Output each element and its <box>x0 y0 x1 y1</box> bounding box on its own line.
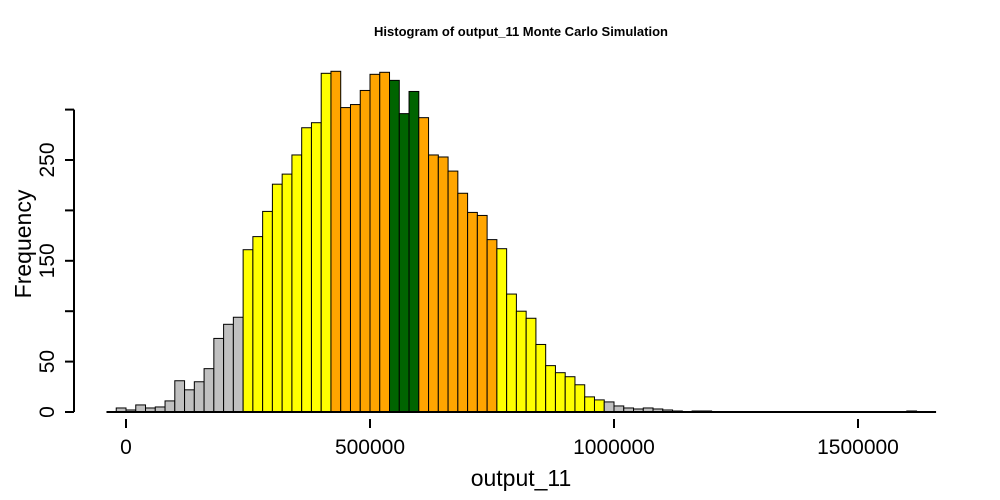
histogram-bar <box>554 372 566 413</box>
histogram-bar <box>564 376 576 413</box>
histogram-bar <box>213 337 225 413</box>
histogram-bar <box>223 323 234 413</box>
histogram-bar <box>184 389 195 413</box>
histogram-bar <box>242 249 254 413</box>
x-tick-label: 1000000 <box>573 436 655 459</box>
histogram-bar <box>310 122 322 413</box>
histogram-bar <box>603 401 615 413</box>
histogram-bar <box>535 343 547 413</box>
histogram-bar <box>389 79 400 413</box>
histogram-bar <box>359 89 371 413</box>
histogram-bar <box>291 154 303 413</box>
y-axis-label: Frequency <box>10 189 36 298</box>
y-tick-label: 0 <box>36 406 59 418</box>
histogram-bar <box>340 107 351 413</box>
y-tick-label: 250 <box>36 142 59 177</box>
bars-group <box>115 70 918 413</box>
histogram-bar <box>574 384 586 413</box>
histogram-bar <box>252 236 264 413</box>
x-tick-label: 1500000 <box>817 436 899 459</box>
histogram-bar <box>281 173 293 413</box>
chart-title: Histogram of output_11 Monte Carlo Simul… <box>374 24 668 39</box>
histogram-bar <box>545 365 556 413</box>
histogram-bar <box>584 396 595 413</box>
x-axis: 0 500000 1000000 1500000 <box>106 411 937 459</box>
histogram-bar <box>379 71 391 413</box>
histogram-bar <box>398 113 410 413</box>
histogram-bar <box>486 239 498 413</box>
histogram-bar <box>164 400 176 413</box>
histogram-bar <box>418 117 430 413</box>
histogram-bar <box>174 380 186 413</box>
histogram-bar <box>135 404 147 413</box>
histogram-bar <box>301 127 312 413</box>
histogram-bar <box>369 73 381 413</box>
histogram-bar <box>457 192 469 413</box>
histogram-bar <box>496 248 508 413</box>
histogram-bar <box>525 317 537 413</box>
x-tick-label: 500000 <box>335 436 405 459</box>
histogram-bar <box>203 368 215 413</box>
histogram-bar <box>408 90 420 413</box>
histogram-bar <box>320 72 332 413</box>
histogram-bar <box>428 154 439 413</box>
histogram-bar <box>262 210 273 413</box>
histogram-bar <box>330 70 342 413</box>
histogram-bar <box>506 293 517 413</box>
histogram-bar <box>593 399 605 413</box>
histogram-bar <box>271 183 283 413</box>
y-tick-label: 50 <box>36 350 59 373</box>
histogram-bar <box>447 170 459 413</box>
histogram-bar <box>349 104 361 413</box>
histogram-bar <box>437 156 449 413</box>
histogram-bar <box>232 316 244 413</box>
histogram-bar <box>193 381 205 413</box>
x-tick-label: 0 <box>120 436 132 459</box>
histogram-bar <box>515 310 527 413</box>
histogram-bar <box>476 214 488 413</box>
y-axis: 0 50 150 250 <box>36 108 75 418</box>
x-axis-label: output_11 <box>471 465 572 491</box>
histogram-bar <box>467 211 478 413</box>
y-tick-label: 150 <box>36 243 59 278</box>
